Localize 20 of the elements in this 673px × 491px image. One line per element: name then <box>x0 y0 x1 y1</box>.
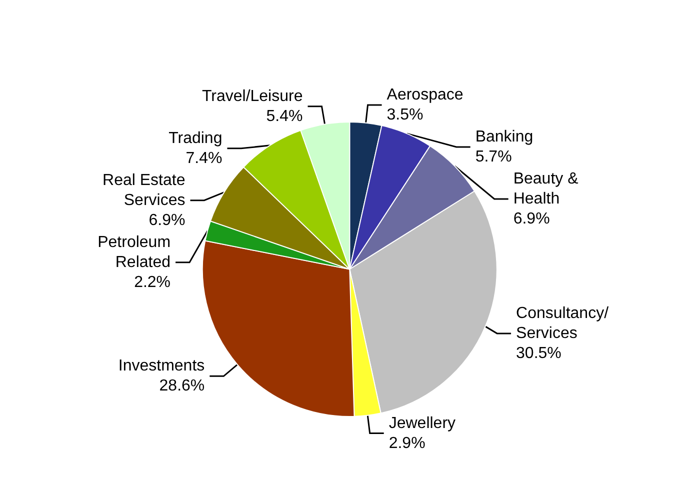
data-label: 30.5% <box>516 344 562 362</box>
slice-label: Consultancy/ Services <box>516 304 610 342</box>
data-label: 3.5% <box>386 106 424 124</box>
data-label: 5.4% <box>266 108 303 125</box>
data-label: 2.9% <box>388 434 426 452</box>
data-label: 28.6% <box>159 378 205 395</box>
slice-label: Banking <box>475 128 534 146</box>
data-label: 6.9% <box>148 212 186 229</box>
slice-label: Travel/Leisure <box>202 88 303 105</box>
data-label: 7.4% <box>186 150 222 167</box>
slice-label: Real Estate Services <box>102 172 186 209</box>
slice-label: Trading <box>168 130 222 147</box>
data-label: 5.7% <box>475 148 512 166</box>
slice-label: Petroleum Related <box>98 234 171 271</box>
data-label: 2.2% <box>134 274 171 291</box>
slice-label: Jewellery <box>388 414 456 432</box>
data-label: 6.9% <box>513 210 550 228</box>
slice-label: Aerospace <box>386 86 464 104</box>
slice-label: Beauty & Health <box>513 170 579 208</box>
slice-label: Investments <box>118 358 205 375</box>
